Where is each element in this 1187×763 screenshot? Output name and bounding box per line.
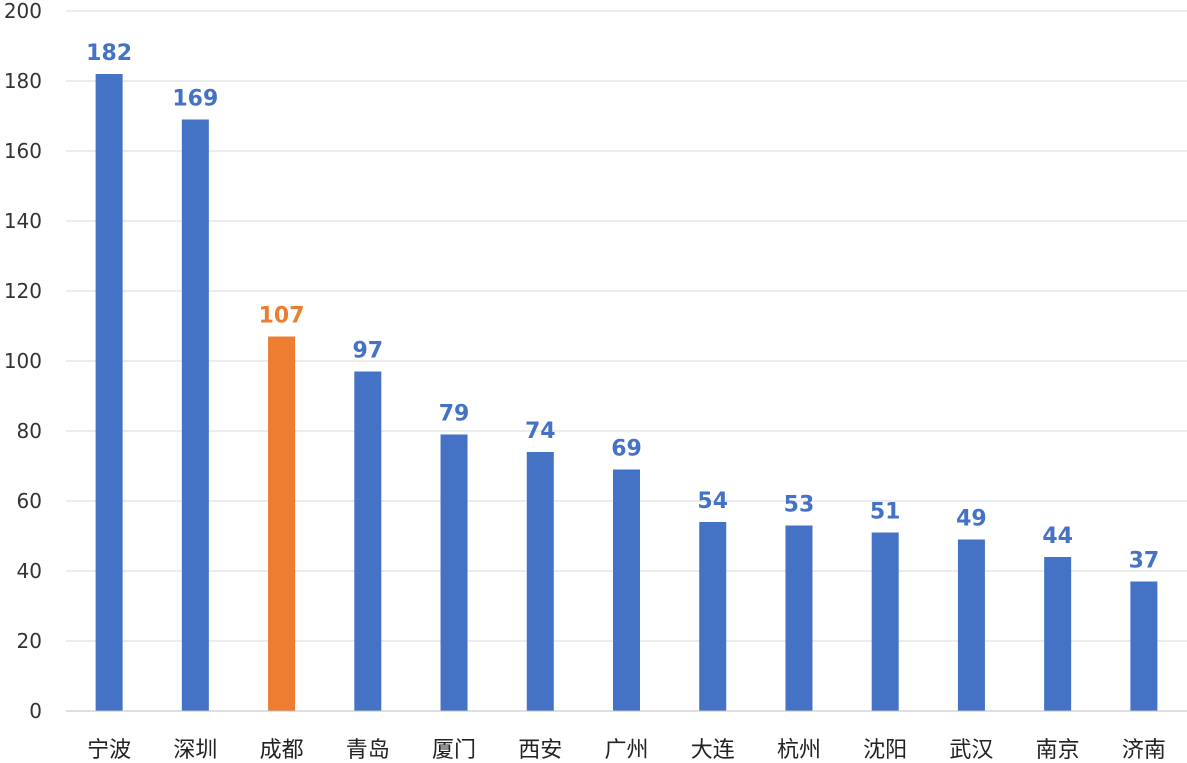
y-tick-label: 100 — [4, 349, 42, 373]
x-tick-label: 西安 — [518, 738, 562, 763]
bar — [1130, 581, 1158, 711]
x-tick-label: 南京 — [1036, 738, 1080, 763]
x-tick-label: 沈阳 — [863, 738, 907, 763]
data-label: 74 — [525, 419, 556, 444]
y-tick-label: 60 — [17, 489, 42, 513]
data-label: 182 — [86, 41, 132, 66]
bar-layer — [95, 74, 1158, 711]
y-tick-label: 200 — [4, 0, 42, 23]
y-tick-label: 140 — [4, 209, 42, 233]
grid-layer — [66, 10, 1187, 642]
data-label: 54 — [697, 489, 728, 514]
x-tick-label: 宁波 — [87, 738, 131, 763]
data-label: 44 — [1042, 524, 1073, 549]
bar — [785, 525, 813, 711]
data-label: 79 — [439, 402, 470, 427]
bar — [871, 532, 899, 711]
bar — [613, 469, 640, 711]
label-layer: 182 169 107 97 79 74 69 54 53 51 49 44 37 — [86, 41, 1159, 574]
bar — [526, 452, 554, 711]
y-tick-label: 20 — [17, 629, 42, 653]
y-tick-label: 80 — [17, 419, 42, 443]
x-tick-label: 青岛 — [346, 738, 390, 763]
x-tick-label: 武汉 — [949, 738, 993, 763]
bar — [699, 522, 727, 711]
data-label: 53 — [784, 493, 815, 518]
x-tick-label: 深圳 — [173, 738, 217, 763]
data-label: 69 — [611, 437, 642, 462]
bar — [957, 539, 985, 711]
x-tick-label: 成都 — [260, 738, 304, 763]
data-label: 169 — [172, 87, 218, 112]
x-tick-label: 大连 — [691, 738, 735, 763]
bar — [440, 434, 468, 711]
data-label: 107 — [259, 304, 305, 329]
x-tick-label: 厦门 — [432, 738, 476, 763]
bar — [1044, 557, 1072, 711]
axis-layer: 0 20 40 60 80 100 120 140 160 180 200 宁波 深圳 成都 青岛 厦门 西安 广… — [4, 0, 1187, 763]
y-tick-label: 120 — [4, 279, 42, 303]
data-label: 97 — [352, 339, 383, 364]
bar — [95, 74, 123, 711]
bar — [354, 371, 382, 711]
bar — [268, 336, 296, 711]
y-tick-label: 0 — [29, 699, 42, 723]
x-tick-label: 杭州 — [777, 738, 821, 763]
data-label: 37 — [1129, 549, 1160, 574]
x-tick-label: 济南 — [1122, 738, 1166, 763]
y-tick-label: 160 — [4, 139, 42, 163]
bar — [181, 119, 209, 711]
data-label: 51 — [870, 500, 901, 525]
y-tick-label: 180 — [4, 69, 42, 93]
data-label: 49 — [956, 507, 987, 532]
x-tick-label: 广州 — [604, 738, 648, 763]
y-tick-label: 40 — [17, 559, 42, 583]
